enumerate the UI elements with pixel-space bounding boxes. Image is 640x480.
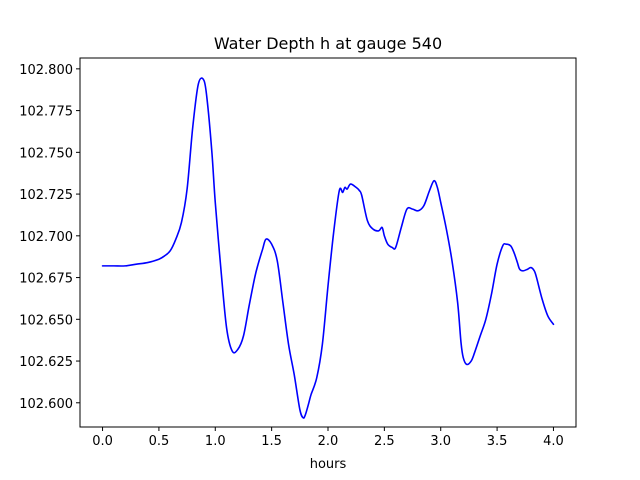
x-axis: 0.0 0.5 1.0 1.5 2.0 2.5 3.0 3.5 4.0 (92, 427, 564, 449)
x-tick-label: 2.0 (318, 434, 339, 449)
x-tick-label: 4.0 (543, 434, 564, 449)
y-tick-label: 102.650 (19, 313, 73, 328)
x-tick-label: 2.5 (374, 434, 395, 449)
x-tick-label: 3.5 (487, 434, 508, 449)
y-tick-label: 102.600 (19, 397, 73, 412)
series-line (101, 77, 555, 419)
y-tick-label: 102.625 (19, 355, 73, 370)
x-tick-label: 0.5 (149, 434, 170, 449)
x-tick-label: 1.5 (261, 434, 282, 449)
chart-title: Water Depth h at gauge 540 (214, 34, 442, 53)
x-tick-label: 1.0 (205, 434, 226, 449)
x-axis-label: hours (310, 457, 347, 472)
y-tick-label: 102.725 (19, 188, 73, 203)
x-tick-label: 0.0 (92, 434, 113, 449)
y-tick-label: 102.750 (19, 146, 73, 161)
y-axis: 102.600 102.625 102.650 102.675 102.700 102.7… (19, 63, 80, 412)
x-tick-label: 3.0 (430, 434, 451, 449)
plot-frame (79, 57, 577, 428)
y-tick-label: 102.775 (19, 105, 73, 120)
y-tick-label: 102.800 (19, 63, 73, 78)
y-tick-label: 102.700 (19, 230, 73, 245)
y-tick-label: 102.675 (19, 272, 73, 287)
